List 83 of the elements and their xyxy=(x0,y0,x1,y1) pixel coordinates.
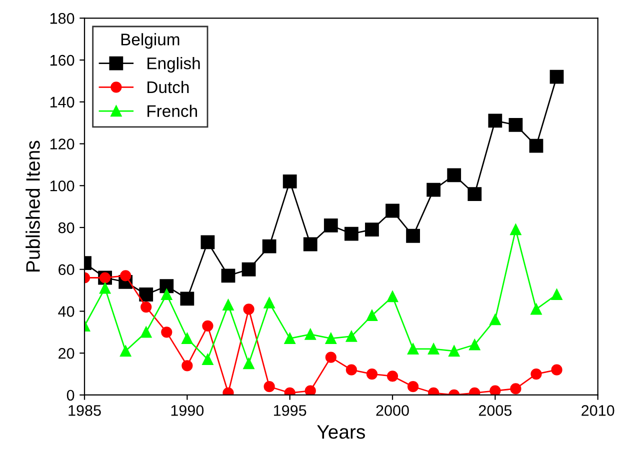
point xyxy=(120,345,132,357)
point xyxy=(284,332,296,344)
y-tick-label: 180 xyxy=(50,13,74,24)
point xyxy=(242,262,256,276)
point xyxy=(222,299,234,311)
y-tick-label: 140 xyxy=(50,96,74,108)
point xyxy=(262,239,276,254)
legend-label: Dutch xyxy=(148,80,189,94)
point xyxy=(304,385,316,395)
y-tick-label: 80 xyxy=(58,222,74,234)
point xyxy=(346,330,357,342)
y-tick-label: 100 xyxy=(50,180,74,192)
point xyxy=(386,291,398,302)
point xyxy=(161,288,172,300)
y-tick-label: 0 xyxy=(66,390,74,401)
y-tick-label: 40 xyxy=(58,306,74,317)
y-tick-label: 120 xyxy=(50,138,74,150)
point xyxy=(202,320,214,332)
point xyxy=(510,224,522,236)
point xyxy=(428,343,440,354)
point xyxy=(139,288,154,302)
x-tick-label: 1985 xyxy=(68,405,101,416)
point xyxy=(530,304,542,315)
y-axis-title: Published Itens xyxy=(26,140,40,272)
point xyxy=(182,332,193,344)
point xyxy=(303,237,318,252)
point xyxy=(508,118,523,132)
point xyxy=(282,174,297,188)
point xyxy=(304,328,316,340)
point xyxy=(490,385,501,395)
point xyxy=(447,168,462,182)
point xyxy=(140,326,152,338)
point xyxy=(407,343,419,354)
point xyxy=(202,354,214,365)
point xyxy=(324,218,338,232)
point xyxy=(407,381,419,392)
point xyxy=(99,282,111,294)
point xyxy=(448,345,460,357)
legend-title: Belgium xyxy=(121,33,180,49)
point xyxy=(366,368,378,380)
point xyxy=(182,360,193,372)
legend-label: English xyxy=(148,57,200,73)
point xyxy=(160,279,174,294)
point xyxy=(468,187,482,201)
point xyxy=(550,70,564,84)
point xyxy=(264,381,275,392)
y-tick-label: 60 xyxy=(58,264,74,276)
x-axis-title: Years xyxy=(317,425,365,439)
point xyxy=(365,222,379,237)
point xyxy=(490,314,501,326)
point xyxy=(366,310,378,321)
point xyxy=(200,235,215,250)
x-tick-label: 2000 xyxy=(376,405,409,416)
point xyxy=(386,204,400,218)
point xyxy=(344,226,358,241)
point xyxy=(469,339,480,350)
point xyxy=(180,292,194,306)
x-tick-label: 2005 xyxy=(478,405,512,416)
point xyxy=(243,304,254,315)
point xyxy=(243,358,254,370)
point xyxy=(426,182,441,197)
y-tick-label: 160 xyxy=(50,54,74,66)
legend-label: French xyxy=(148,104,197,118)
point xyxy=(325,332,336,344)
point xyxy=(551,364,562,376)
point xyxy=(140,302,152,313)
y-tick-label: 20 xyxy=(58,348,74,359)
point xyxy=(346,364,357,376)
point xyxy=(529,138,544,153)
point xyxy=(386,370,398,382)
point xyxy=(406,228,420,243)
x-tick-label: 1990 xyxy=(171,405,204,416)
point xyxy=(530,368,542,380)
point xyxy=(551,288,562,300)
point xyxy=(161,326,172,338)
point xyxy=(510,383,522,394)
point xyxy=(325,352,336,363)
point xyxy=(488,114,502,128)
point xyxy=(264,297,275,308)
point xyxy=(221,268,236,283)
x-tick-label: 1995 xyxy=(274,405,306,416)
point xyxy=(120,270,132,282)
x-tick-label: 2010 xyxy=(582,405,614,416)
